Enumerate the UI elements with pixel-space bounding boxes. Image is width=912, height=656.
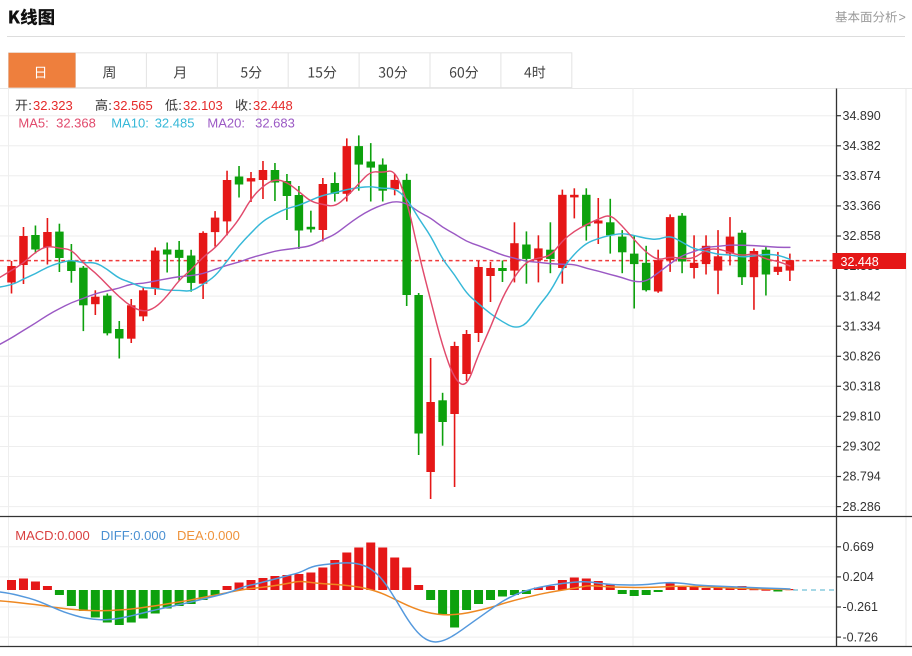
svg-text:33.874: 33.874 [843, 169, 881, 183]
svg-text:32.103: 32.103 [183, 98, 223, 113]
svg-text::: : [108, 98, 112, 113]
svg-text:32.565: 32.565 [113, 98, 153, 113]
svg-text:34.890: 34.890 [843, 109, 881, 123]
svg-text:>: > [899, 11, 906, 25]
svg-text:MA10:: MA10: [111, 115, 149, 130]
svg-text:28.286: 28.286 [843, 500, 881, 514]
svg-text:MACD:0.000: MACD:0.000 [15, 528, 89, 543]
svg-text:33.366: 33.366 [843, 199, 881, 213]
svg-text:29.810: 29.810 [843, 410, 881, 424]
svg-text:29.302: 29.302 [843, 440, 881, 454]
svg-text:28.794: 28.794 [843, 470, 881, 484]
svg-text:MA5:: MA5: [18, 115, 48, 130]
svg-text:32.323: 32.323 [33, 98, 73, 113]
svg-text:31.334: 31.334 [843, 319, 881, 333]
svg-text:30.826: 30.826 [843, 350, 881, 364]
svg-text:32.858: 32.858 [843, 229, 881, 243]
svg-text:30.318: 30.318 [843, 380, 881, 394]
svg-text:34.382: 34.382 [843, 139, 881, 153]
svg-text:MA20:: MA20: [207, 115, 245, 130]
svg-text:DIFF:0.000: DIFF:0.000 [101, 528, 166, 543]
svg-text::: : [248, 98, 252, 113]
svg-text:-0.726: -0.726 [843, 630, 878, 644]
svg-text:0.669: 0.669 [843, 540, 874, 554]
svg-text:31.842: 31.842 [843, 289, 881, 303]
svg-text:0.204: 0.204 [843, 570, 874, 584]
svg-text:32.448: 32.448 [253, 98, 293, 113]
svg-text::: : [178, 98, 182, 113]
svg-text:32.485: 32.485 [155, 115, 195, 130]
svg-text:DEA:0.000: DEA:0.000 [177, 528, 240, 543]
svg-text:-0.261: -0.261 [843, 600, 878, 614]
svg-text:32.683: 32.683 [255, 115, 295, 130]
svg-text:32.368: 32.368 [56, 115, 96, 130]
svg-text:32.448: 32.448 [841, 255, 879, 269]
svg-text::: : [28, 98, 32, 113]
